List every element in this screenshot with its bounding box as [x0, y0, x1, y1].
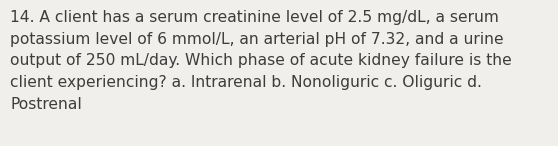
Text: 14. A client has a serum creatinine level of 2.5 mg/dL, a serum
potassium level : 14. A client has a serum creatinine leve…: [10, 10, 512, 112]
